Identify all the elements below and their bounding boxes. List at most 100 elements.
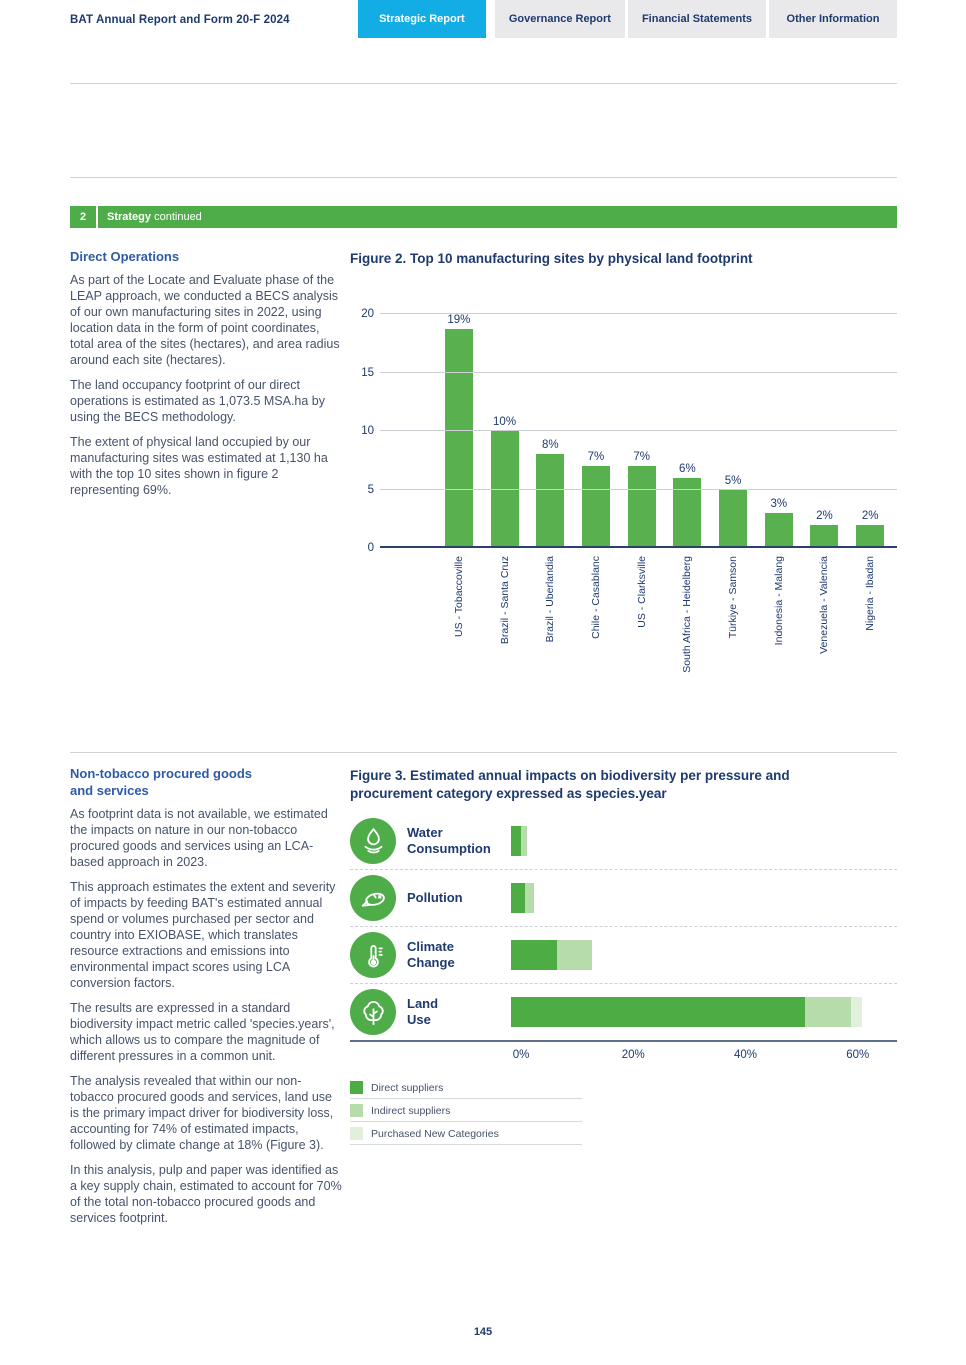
bar <box>810 524 839 548</box>
figure-2-category-axis: US - Tobaccoville Brazil - Santa Cruz Braz… <box>380 548 897 734</box>
bar <box>536 454 565 548</box>
tab-financial-statements[interactable]: Financial Statements <box>627 0 766 38</box>
y-gridline <box>380 488 897 490</box>
legend-swatch-direct <box>350 1081 363 1094</box>
category-slot: US - Tobaccoville <box>436 556 482 734</box>
horizontal-rule <box>70 177 897 178</box>
category-slot: Türkiye - Samson <box>710 556 756 734</box>
section-band-title: Strategy continued <box>98 211 202 223</box>
category-slot: Brazil - Santa Cruz <box>482 556 528 734</box>
bar <box>764 512 793 548</box>
bar-value-label: 19% <box>447 314 471 326</box>
bar-value-label: 2% <box>861 509 879 522</box>
x-axis-category-label: Venezuela - Valencia <box>818 556 831 654</box>
category-slot: Venezuela - Valencia <box>802 556 848 734</box>
bar-segment-indirect-suppliers <box>521 825 528 856</box>
category-slot: Indonesia - Malang <box>756 556 802 734</box>
section-band-title-suffix: continued <box>154 211 202 223</box>
report-title: BAT Annual Report and Form 20-F 2024 <box>70 14 290 26</box>
bar-slot: 7% <box>619 314 665 548</box>
y-gridline <box>380 313 897 314</box>
horizontal-rule <box>70 752 897 753</box>
paragraph: The extent of physical land occupied by … <box>70 435 328 497</box>
bar-slot: 2% <box>847 314 893 548</box>
bar-slot: 10% <box>482 314 528 548</box>
bar-value-label: 8% <box>541 439 559 452</box>
tab-governance-report[interactable]: Governance Report <box>494 0 625 38</box>
bar-segment-direct-suppliers <box>511 997 805 1027</box>
category-slot: Chile - Casablanc <box>573 556 619 734</box>
section-band-title-bold: Strategy <box>107 211 152 223</box>
direct-operations-section: Direct Operations As part of the Locate … <box>70 248 344 507</box>
figure-3-title: Figure 3. Estimated annual impacts on bi… <box>350 768 790 801</box>
bar-slot: 8% <box>527 314 573 548</box>
bar-segment-direct-suppliers <box>511 883 526 913</box>
tab-strategic-report[interactable]: Strategic Report <box>357 0 486 38</box>
y-gridline <box>380 371 897 373</box>
bar-slot: 5% <box>710 314 756 548</box>
bar <box>719 489 748 548</box>
legend-swatch-purchased <box>350 1127 363 1140</box>
stacked-bar-climate-change <box>511 940 897 970</box>
pressure-label-line: Land <box>407 996 439 1011</box>
bar <box>673 477 702 548</box>
pressure-label-line: Change <box>407 955 455 970</box>
x-axis-tick-label: 40% <box>733 1049 757 1061</box>
figure-2-bars: 19% 10% 8% 7% 7% 6% 5% 3% 2% 2% <box>380 314 897 548</box>
pressure-row-land-use: Land Use <box>350 983 897 1040</box>
x-axis-category-label: US - Clarksville <box>635 556 648 628</box>
pressure-label: Water Consumption <box>407 825 511 857</box>
figure-3: Figure 3. Estimated annual impacts on bi… <box>350 765 897 1145</box>
bar-value-label: 10% <box>493 416 517 428</box>
pressure-label-line: Pollution <box>407 890 463 905</box>
pressure-label-line: Climate <box>407 939 454 954</box>
category-slot: US - Clarksville <box>619 556 665 734</box>
section-tabs: Strategic Report Governance Report Finan… <box>357 0 897 38</box>
pressure-label: Climate Change <box>407 939 511 971</box>
x-axis-tick-label: 0% <box>512 1049 530 1061</box>
bar-segment-indirect-suppliers <box>525 883 535 913</box>
x-axis-category-label: US - Tobaccoville <box>452 556 465 637</box>
bar-segment-purchased-new-categories <box>850 997 863 1027</box>
bar-segment-indirect-suppliers <box>804 997 851 1027</box>
bar-slot: 2% <box>802 314 848 548</box>
bar-value-label: 2% <box>816 509 833 522</box>
legend-swatch-indirect <box>350 1104 363 1117</box>
x-axis-category-label: Brazil - Uberlandia <box>544 556 557 643</box>
y-gridline <box>380 430 897 431</box>
bar <box>856 524 885 548</box>
y-axis-tick-label: 10 <box>361 425 374 437</box>
pressure-row-climate-change: Climate Change <box>350 926 897 983</box>
legend-item-direct-suppliers: Direct suppliers <box>350 1076 582 1099</box>
pressure-label: Land Use <box>407 996 511 1028</box>
y-axis-tick-label: 0 <box>367 542 374 554</box>
paragraph: As part of the Locate and Evaluate phase… <box>70 273 340 367</box>
paragraph: The analysis revealed that within our no… <box>70 1074 334 1152</box>
x-axis-category-label: Nigeria - Ibadan <box>864 556 877 631</box>
paragraph: In this analysis, pulp and paper was ide… <box>70 1163 342 1225</box>
pressure-label: Pollution <box>407 890 511 906</box>
x-axis-category-label: Indonesia - Malang <box>772 556 785 646</box>
paragraph: This approach estimates the extent and s… <box>70 880 336 990</box>
tab-other-information[interactable]: Other Information <box>769 0 897 38</box>
x-axis-tick-label: 20% <box>621 1049 645 1061</box>
y-axis-tick-label: 15 <box>361 366 374 379</box>
x-axis-line <box>350 1040 897 1042</box>
legend-item-indirect-suppliers: Indirect suppliers <box>350 1099 582 1122</box>
stacked-bar-land-use <box>511 997 897 1027</box>
pressure-label-line: Use <box>407 1012 431 1027</box>
legend-item-purchased-new-categories: Purchased New Categories <box>350 1122 582 1145</box>
pressure-row-pollution: Pollution <box>350 869 897 926</box>
figure-2-title: Figure 2. Top 10 manufacturing sites by … <box>350 251 753 266</box>
figure-3-legend: Direct suppliers Indirect suppliers Purc… <box>350 1076 582 1145</box>
legend-label: Indirect suppliers <box>371 1104 451 1117</box>
bar-slot: 6% <box>665 314 711 548</box>
category-slot: Brazil - Uberlandia <box>527 556 573 734</box>
bar-value-label: 3% <box>770 497 788 510</box>
figure-2-plot-area: 19% 10% 8% 7% 7% 6% 5% 3% 2% 2% 0 5 10 15 20 <box>361 308 897 554</box>
x-axis-category-label: Türkiye - Samson <box>727 556 740 639</box>
paragraph: As footprint data is not available, we e… <box>70 807 328 869</box>
non-tobacco-heading: Non-tobacco procured goods and services <box>70 766 252 798</box>
pressure-label-line: Consumption <box>407 840 491 856</box>
